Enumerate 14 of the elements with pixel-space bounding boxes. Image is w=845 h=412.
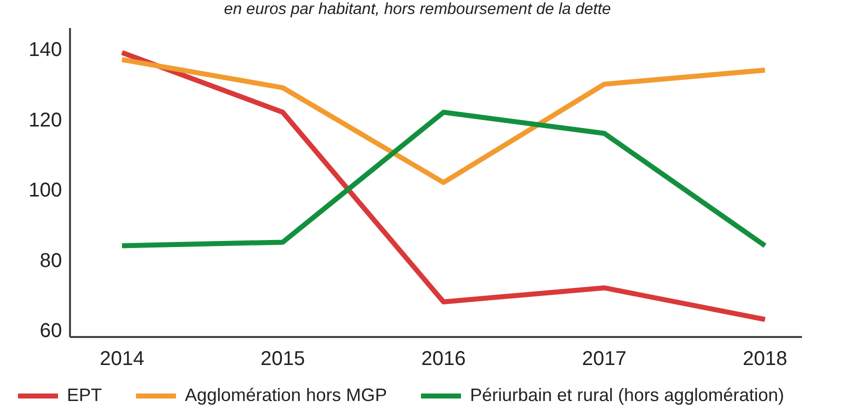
chart-subtitle: en euros par habitant, hors remboursement de la dette bbox=[223, 0, 612, 20]
y-tick-label: 120 bbox=[28, 109, 62, 132]
x-tick-label: 2017 bbox=[582, 348, 626, 370]
y-tick-label: 100 bbox=[28, 180, 62, 202]
x-tick-label: 2014 bbox=[100, 348, 144, 370]
y-tick-label: 140 bbox=[28, 39, 62, 62]
legend-label: EPT bbox=[66, 385, 102, 406]
legend-label: Périurbain et rural (hors agglomération) bbox=[470, 385, 784, 406]
legend-label: Agglomération hors MGP bbox=[184, 385, 387, 406]
y-tick-label: 80 bbox=[40, 250, 62, 272]
x-tick-label: 2015 bbox=[260, 348, 305, 370]
y-tick-label: 60 bbox=[40, 320, 62, 342]
x-tick-label: 2018 bbox=[742, 348, 788, 370]
x-tick-label: 2016 bbox=[421, 348, 466, 370]
